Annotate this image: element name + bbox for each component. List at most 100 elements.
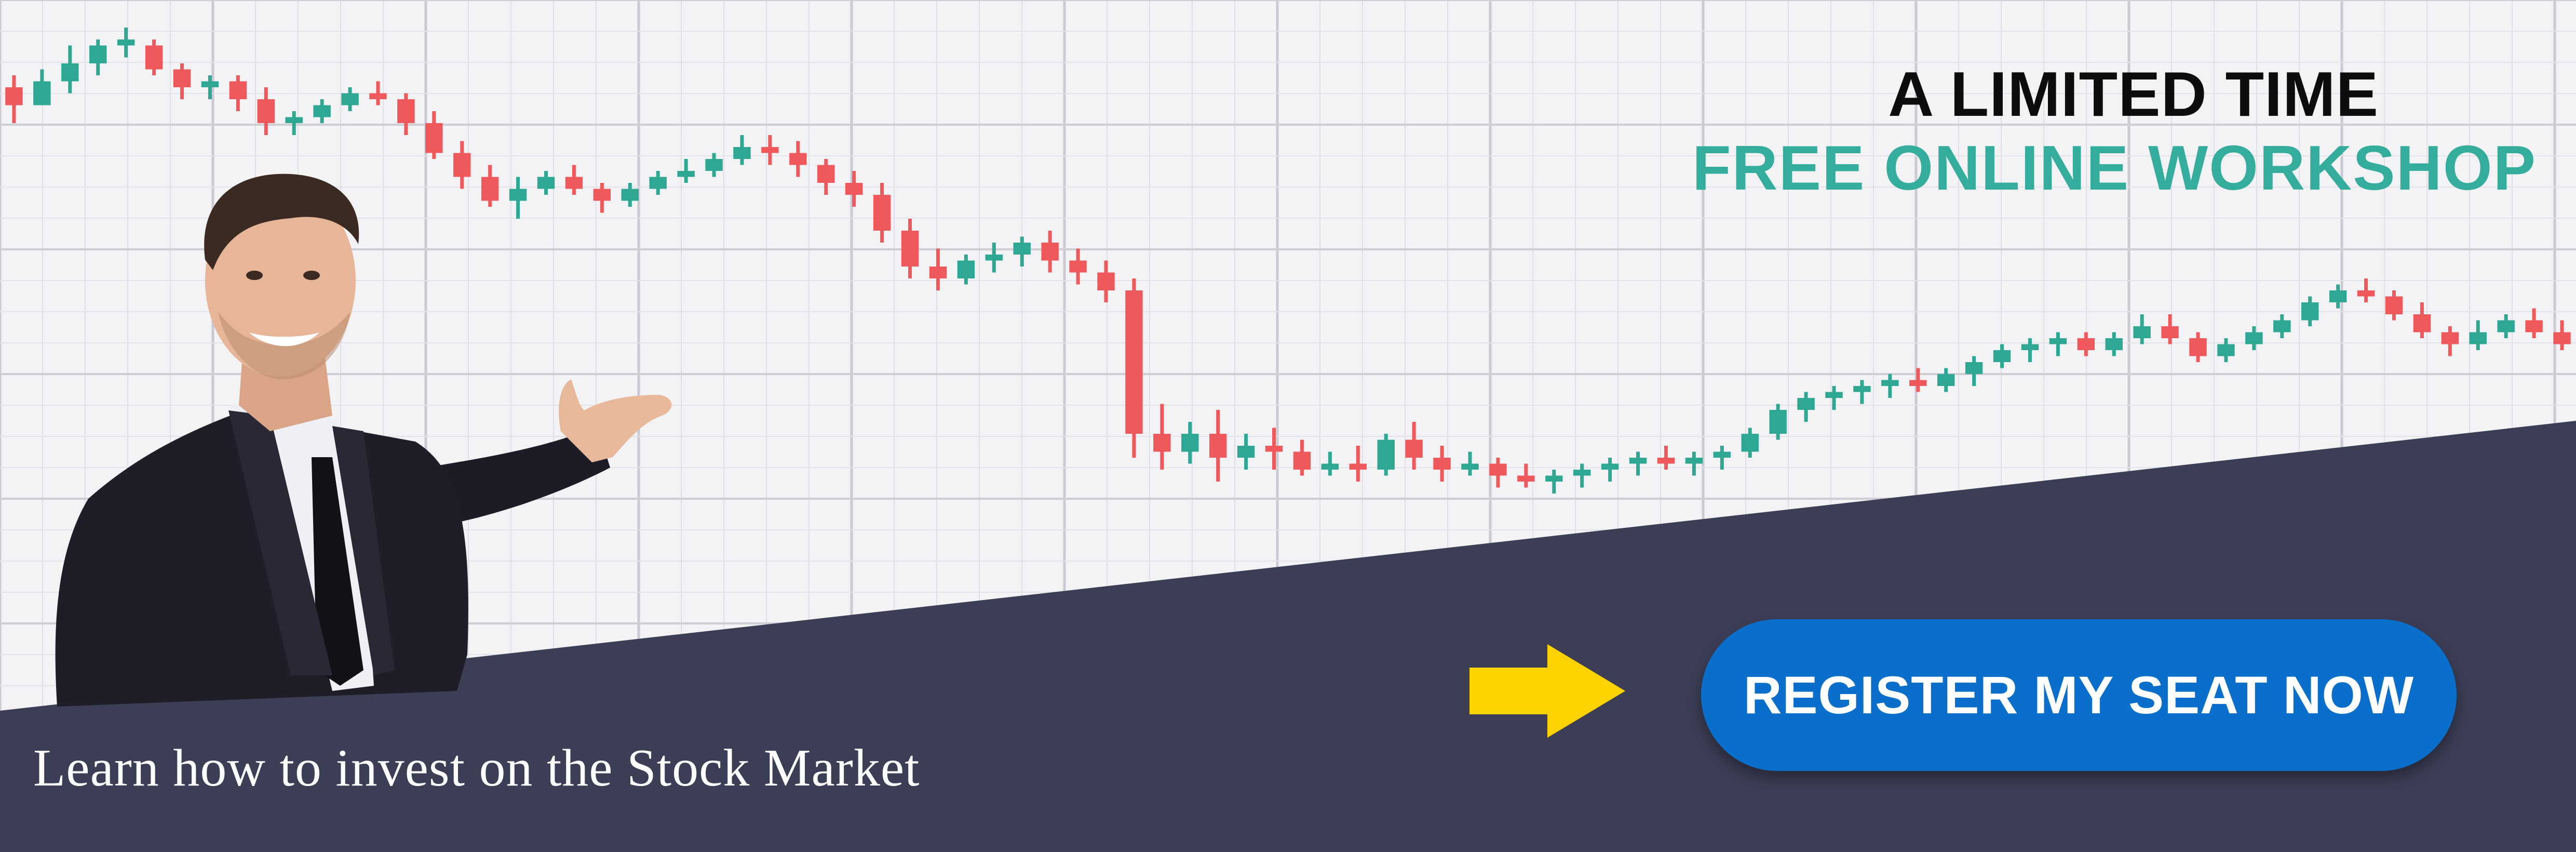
candle-body bbox=[2441, 332, 2459, 344]
candle bbox=[1657, 446, 1675, 470]
candle-body bbox=[2469, 332, 2487, 344]
candle bbox=[593, 183, 611, 213]
candle-body bbox=[2357, 290, 2375, 297]
candle bbox=[1153, 404, 1171, 470]
candle-body bbox=[1097, 272, 1115, 290]
candle bbox=[1349, 446, 1367, 482]
candle bbox=[2049, 332, 2067, 356]
candle-body bbox=[1853, 386, 1871, 392]
candle-body bbox=[2077, 338, 2095, 350]
candle-body bbox=[565, 177, 583, 189]
candle-body bbox=[2049, 338, 2067, 344]
candle bbox=[1965, 356, 1983, 386]
candle-body bbox=[229, 81, 247, 99]
candle-body bbox=[1405, 440, 1423, 458]
candle-body bbox=[1041, 243, 1059, 261]
candle bbox=[1237, 434, 1255, 470]
candle-body bbox=[33, 81, 51, 105]
candle-body bbox=[761, 147, 779, 153]
candle bbox=[901, 219, 919, 278]
candle bbox=[1265, 428, 1283, 470]
candle bbox=[873, 183, 891, 243]
register-seat-button[interactable]: REGISTER MY SEAT NOW bbox=[1701, 619, 2457, 771]
candle-body bbox=[1881, 380, 1899, 386]
candle-body bbox=[1517, 475, 1535, 482]
candle-body bbox=[1265, 446, 1283, 452]
candle-body bbox=[1825, 392, 1843, 398]
candle bbox=[565, 165, 583, 195]
candle-body bbox=[2161, 326, 2179, 338]
candle bbox=[397, 93, 415, 135]
candle bbox=[1825, 386, 1843, 410]
candle bbox=[1041, 231, 1059, 273]
candle-body bbox=[621, 189, 639, 201]
candle bbox=[1545, 470, 1563, 494]
candle-body bbox=[2385, 296, 2403, 314]
candle-body bbox=[341, 93, 359, 105]
candle bbox=[5, 75, 23, 123]
candle-body bbox=[1237, 446, 1255, 458]
candle-body bbox=[1573, 470, 1591, 476]
candle-body bbox=[453, 153, 471, 177]
candle bbox=[957, 255, 975, 285]
candle bbox=[145, 39, 163, 75]
candle-body bbox=[2105, 338, 2123, 350]
candle bbox=[2553, 320, 2571, 350]
candle bbox=[481, 165, 499, 207]
candle-body bbox=[2525, 320, 2543, 332]
candle-body bbox=[1937, 374, 1955, 386]
candle bbox=[2525, 308, 2543, 338]
candle bbox=[1601, 458, 1619, 482]
candle bbox=[1321, 451, 1339, 476]
candle bbox=[453, 141, 471, 189]
candle-body bbox=[2217, 344, 2235, 356]
candle-body bbox=[1125, 290, 1143, 434]
candle-body bbox=[1461, 463, 1479, 470]
candle bbox=[2301, 296, 2319, 326]
candle-body bbox=[1545, 475, 1563, 482]
candle bbox=[2105, 332, 2123, 356]
candle-body bbox=[1293, 451, 1311, 470]
candle-body bbox=[117, 39, 135, 46]
candle-body bbox=[1629, 458, 1647, 464]
candle bbox=[1433, 446, 1451, 482]
candle-body bbox=[1209, 434, 1227, 458]
candle bbox=[2469, 320, 2487, 350]
candle-body bbox=[677, 171, 695, 177]
candle bbox=[1013, 236, 1031, 267]
candle-body bbox=[285, 117, 303, 123]
candle bbox=[929, 248, 947, 290]
candle bbox=[1293, 440, 1311, 476]
candle-body bbox=[1993, 350, 2011, 362]
candle-body bbox=[1769, 410, 1787, 434]
candle bbox=[789, 141, 807, 177]
candle bbox=[369, 81, 387, 105]
right-arrow-icon bbox=[1469, 644, 1625, 738]
candle-body bbox=[201, 81, 219, 87]
candle-body bbox=[2189, 338, 2207, 356]
candle bbox=[2217, 338, 2235, 362]
candle-body bbox=[957, 260, 975, 278]
candle bbox=[1797, 392, 1815, 422]
candle bbox=[649, 171, 667, 195]
candle-body bbox=[733, 147, 751, 159]
candle bbox=[341, 87, 359, 111]
candle-body bbox=[2133, 326, 2151, 338]
candle-body bbox=[173, 69, 191, 87]
candle-body bbox=[1909, 380, 1927, 386]
candle-body bbox=[649, 177, 667, 189]
candle bbox=[621, 183, 639, 207]
candle bbox=[677, 159, 695, 183]
candle bbox=[2133, 314, 2151, 344]
candle bbox=[1181, 422, 1199, 464]
candle-body bbox=[2245, 332, 2263, 344]
headline-line-2: FREE ONLINE WORKSHOP bbox=[1692, 132, 2537, 203]
candle-body bbox=[1181, 434, 1199, 452]
candle bbox=[2413, 302, 2431, 338]
candle bbox=[2273, 314, 2291, 338]
candle bbox=[761, 135, 779, 165]
candle bbox=[229, 75, 247, 111]
candle bbox=[1377, 434, 1395, 476]
candle bbox=[257, 87, 275, 135]
candle-body bbox=[61, 63, 79, 82]
